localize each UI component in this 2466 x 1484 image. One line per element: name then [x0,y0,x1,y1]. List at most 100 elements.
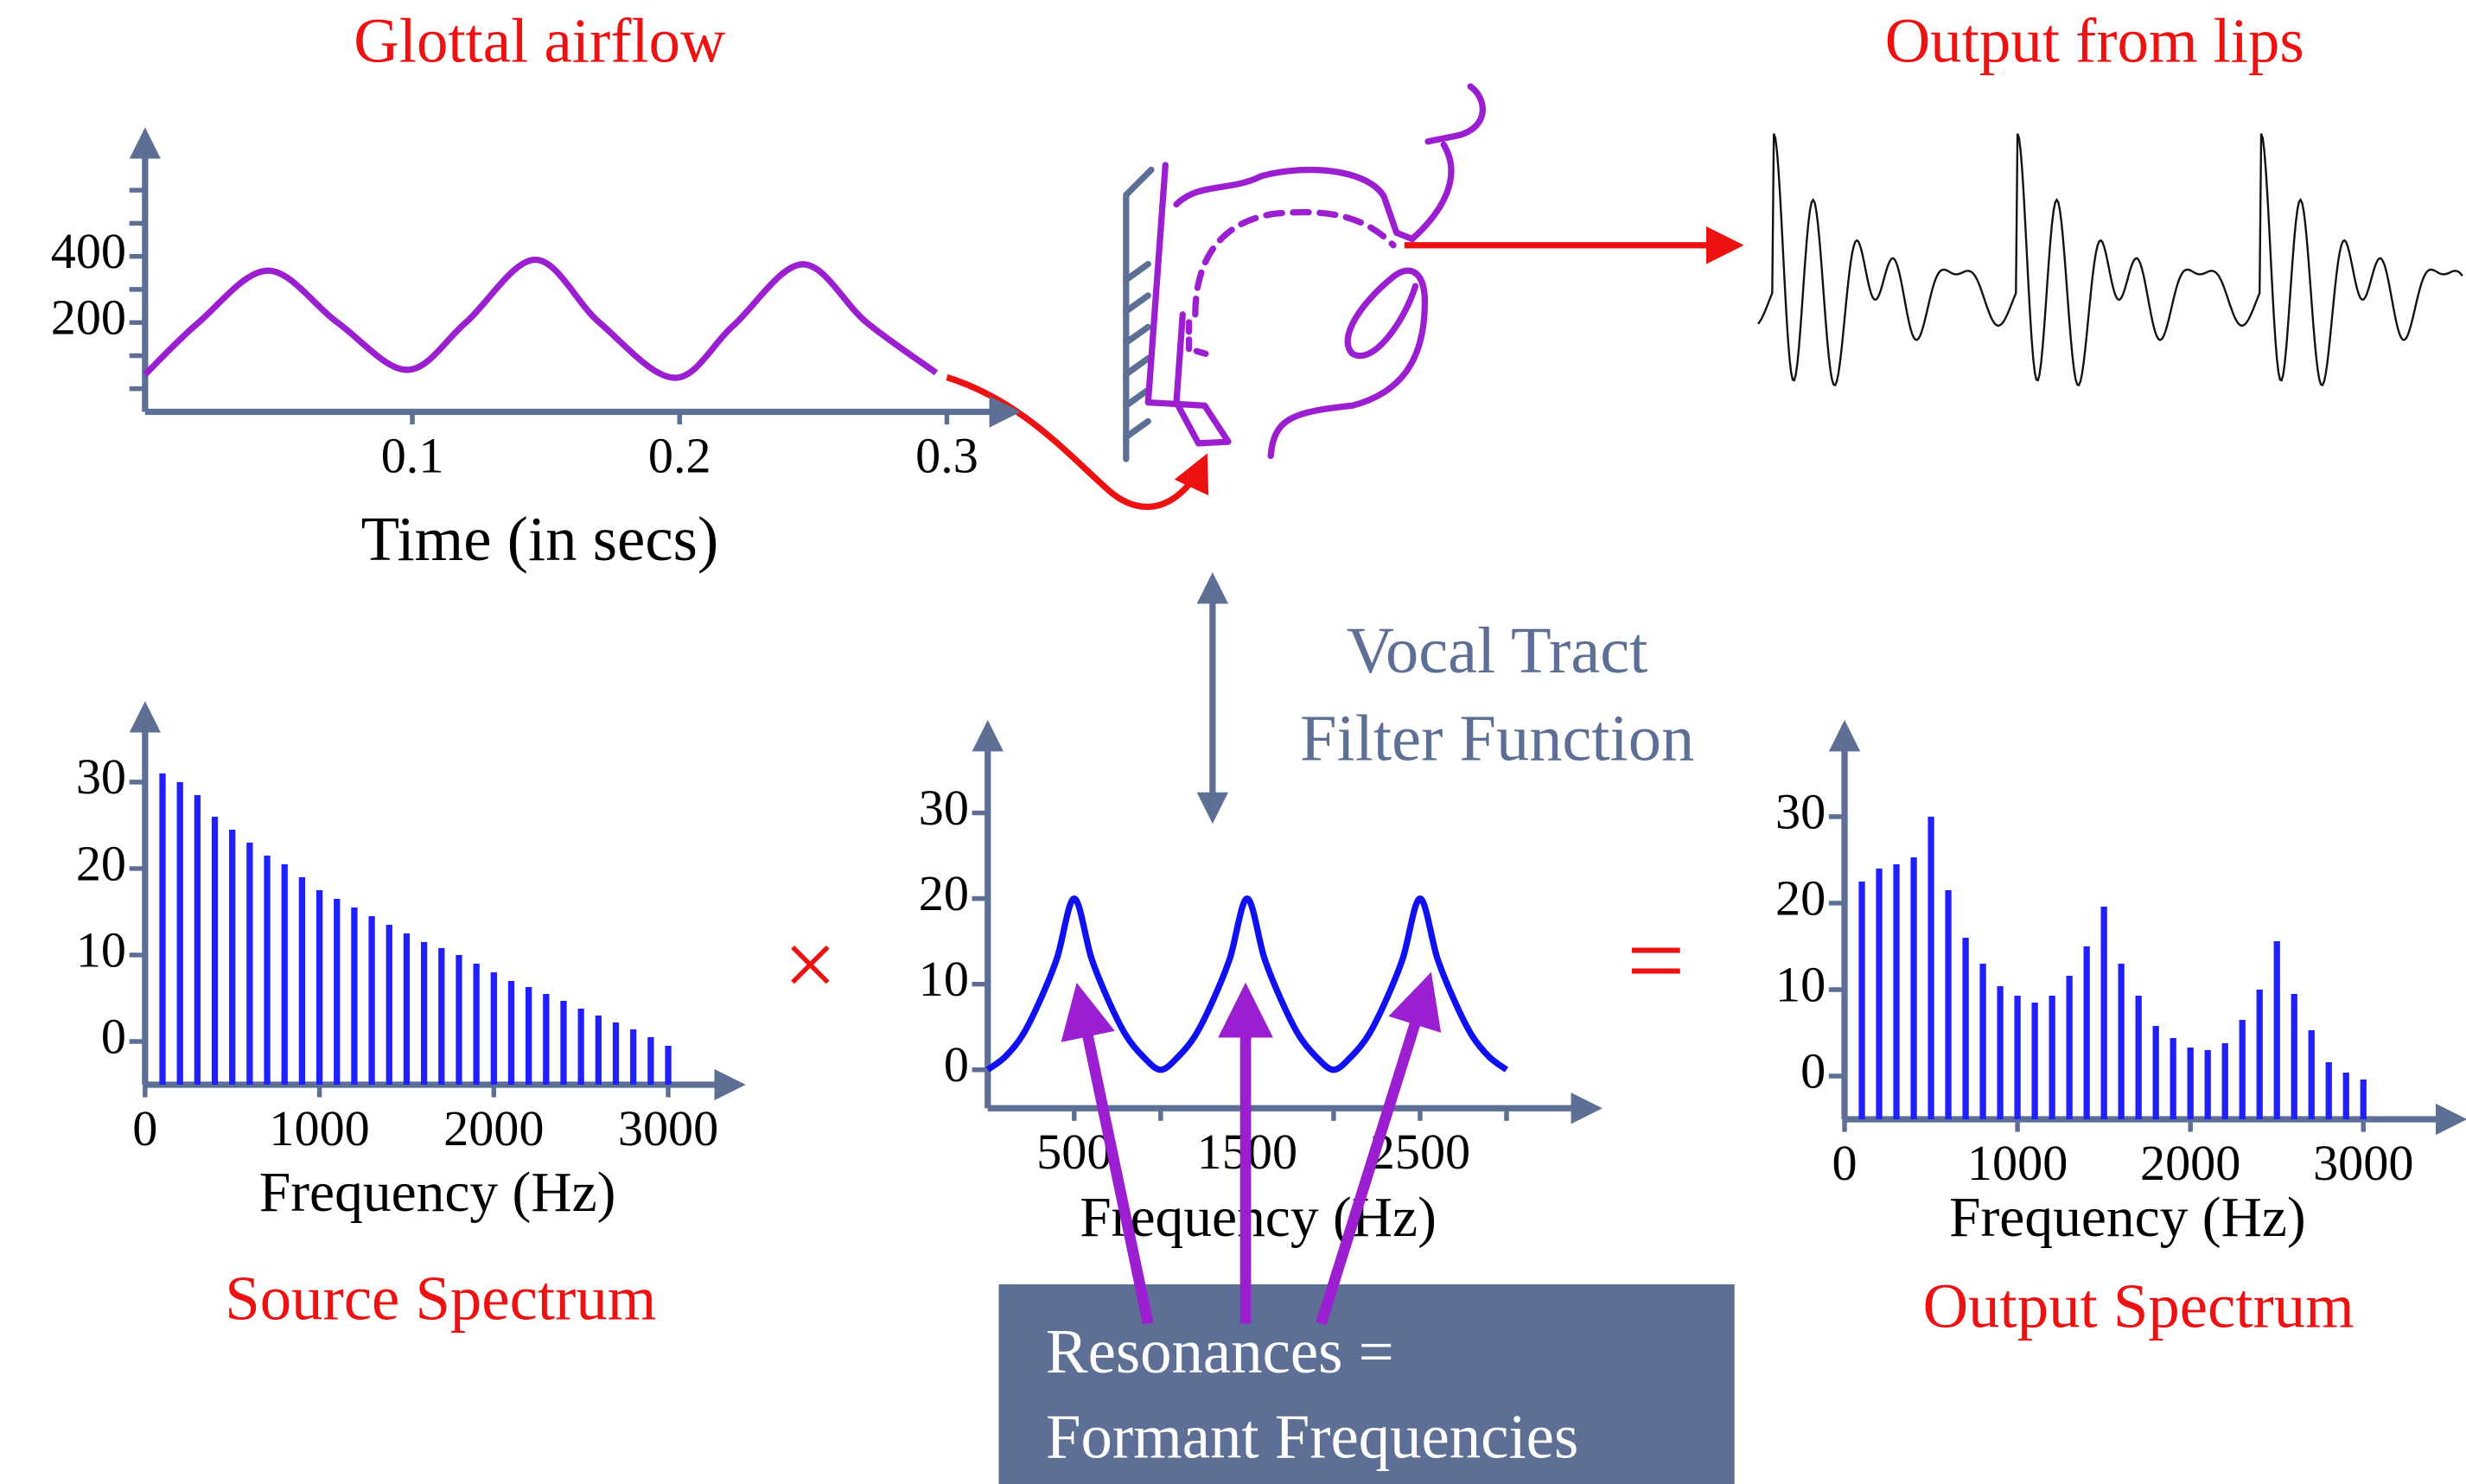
bar [595,1015,602,1086]
x-tick-label: 3000 [618,1100,718,1156]
velum [1192,208,1397,318]
x-tick-label: 0.3 [915,427,978,483]
bar [543,993,550,1086]
callout-box [998,1284,1735,1484]
bar [1997,985,2004,1120]
jaw [1267,267,1429,460]
bar [2256,989,2263,1120]
bar [298,876,306,1086]
bar [2187,1047,2194,1120]
epiglottis [1185,319,1214,359]
line [985,895,1509,1073]
lower-lip [1344,273,1419,360]
bar [473,963,480,1086]
bar [2031,1002,2038,1120]
x-tick-label: 1000 [1967,1135,2068,1191]
bar [229,829,236,1086]
y-tick-label: 400 [51,223,126,279]
bar [2049,995,2055,1120]
palate [1173,166,1416,243]
chart-title: Output Spectrum [1923,1271,2354,1341]
y-tick-label: 0 [944,1036,969,1092]
bar [2066,975,2073,1120]
bar [2204,1049,2211,1120]
x-tick-label: 500 [1036,1124,1112,1180]
bar [2014,995,2021,1120]
filter-label: Vocal Tract [1347,614,1648,687]
bar [211,816,219,1086]
y-tick-label: 20 [76,835,126,891]
bar [1893,863,1900,1120]
bar [647,1036,654,1086]
bar [264,855,271,1086]
bar [1876,868,1883,1120]
bar [403,933,411,1086]
bar [577,1008,584,1086]
bar [612,1022,620,1086]
bar [2221,1042,2228,1120]
bar [2308,1029,2315,1120]
bar [1962,937,1969,1120]
bar [630,1029,637,1086]
bar [368,915,375,1086]
bar [490,971,497,1086]
bar [1979,963,1986,1120]
x-tick-label: 2000 [2140,1135,2240,1191]
bar [176,781,183,1086]
y-tick-label: 30 [1775,783,1826,839]
pharynx [1144,162,1232,447]
x-tick-label: 1000 [269,1100,369,1156]
bar [194,794,201,1086]
bar [2239,1019,2246,1120]
output-waveform [1757,133,2463,387]
flow-arrow [946,374,1209,510]
bar [1945,889,1952,1120]
x-tick-label: 3000 [2313,1135,2413,1191]
bar [560,1000,567,1086]
y-tick-label: 0 [101,1008,126,1064]
bar [507,980,515,1086]
bar [526,986,532,1086]
bar [159,773,166,1086]
bar [2083,946,2090,1120]
y-tick-label: 30 [76,748,126,805]
y-tick-label: 0 [1800,1042,1826,1099]
vocal-tract [1123,83,1486,462]
x-axis-label: Time (in secs) [361,504,719,574]
bar [246,842,253,1086]
bar [2360,1080,2367,1120]
bar [2170,1037,2176,1120]
resonance-arrow [1061,983,1154,1325]
operator: = [1627,903,1685,1018]
y-tick-label: 10 [919,951,969,1007]
bar [420,941,428,1086]
y-tick-label: 10 [76,921,126,978]
y-tick-label: 20 [919,865,969,921]
x-tick-label: 0 [132,1100,157,1156]
bar [2118,963,2125,1120]
bar [456,954,462,1086]
bar [351,907,358,1086]
filter-label: Filter Function [1300,702,1694,775]
bar [2273,940,2280,1120]
x-tick-label: 0.1 [381,427,444,483]
bar [281,863,288,1086]
bar [1910,857,1917,1120]
bar [315,889,323,1086]
y-tick-label: 30 [919,780,969,836]
callout-text: Resonances = [1046,1316,1394,1386]
bar [2342,1073,2349,1120]
y-tick-label: 200 [51,290,126,346]
bar [665,1045,672,1086]
x-axis-label: Frequency (Hz) [1080,1187,1437,1249]
chart-title: Source Spectrum [225,1263,656,1333]
bar [1928,816,1934,1120]
y-tick-label: 10 [1775,956,1826,1012]
x-tick-label: 2000 [443,1100,544,1156]
bar [2325,1062,2332,1120]
callout-text: Formant Frequencies [1046,1401,1578,1471]
line [143,256,939,381]
